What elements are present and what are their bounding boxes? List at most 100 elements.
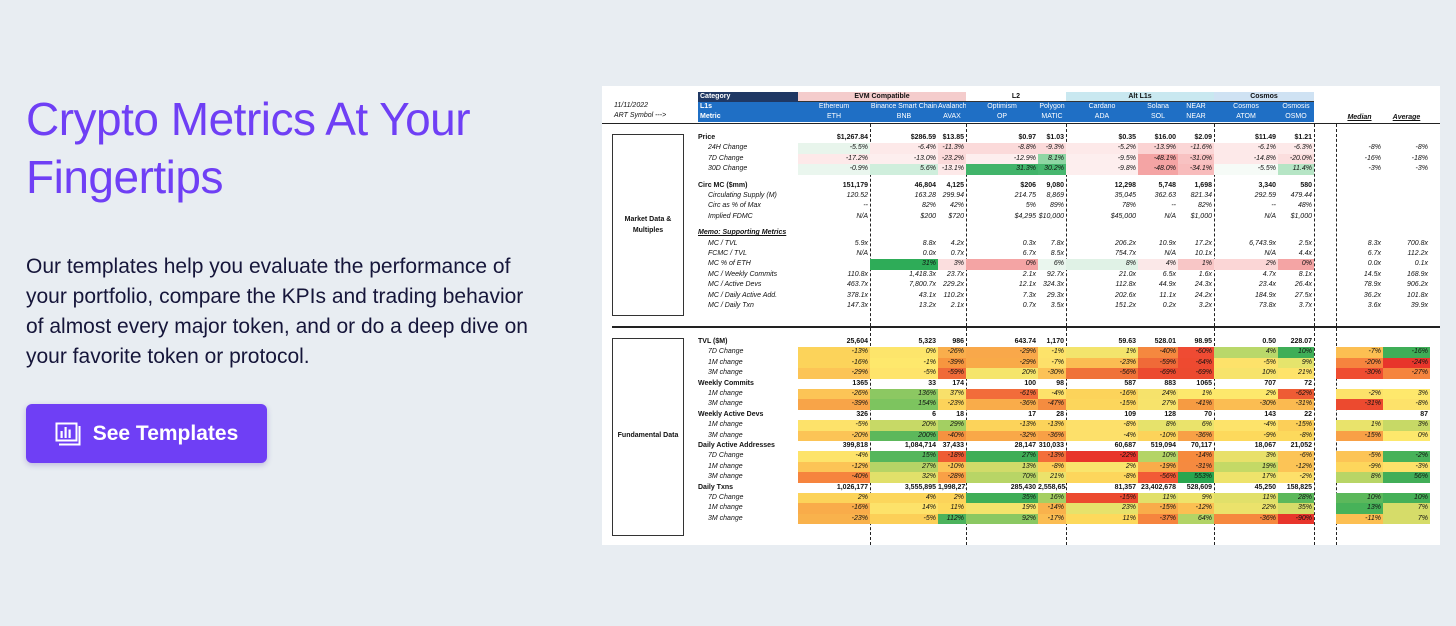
- data-cell: 10%: [1214, 368, 1278, 379]
- data-cell: 120.52: [846, 192, 868, 199]
- row-label: 7D Change: [708, 452, 744, 460]
- token-name: Cardano: [1066, 102, 1138, 112]
- data-cell: 3%: [1214, 451, 1278, 462]
- data-cell: -16%: [798, 357, 870, 369]
- row-label: 1M change: [708, 421, 743, 429]
- data-cell: -61%: [966, 389, 1038, 400]
- data-cell: $11.49: [1254, 134, 1276, 141]
- average-header: Average: [1392, 114, 1421, 121]
- data-cell: 98: [1056, 379, 1064, 387]
- data-cell: 8.1x: [1298, 270, 1312, 278]
- data-cell: 206.2x: [1114, 239, 1136, 247]
- data-cell: 44.9x: [1158, 281, 1176, 289]
- average-cell: -3%: [1383, 461, 1430, 473]
- row-label: 3M change: [708, 514, 743, 522]
- data-cell: -6.3%: [1278, 143, 1314, 154]
- chart-icon: [55, 422, 81, 445]
- data-cell: 23,402,678: [1140, 483, 1176, 491]
- group-header: Cosmos: [1214, 92, 1314, 102]
- average-cell: -18%: [1411, 154, 1428, 162]
- data-cell: 399,818: [842, 442, 868, 449]
- data-cell: 1%: [1066, 347, 1138, 358]
- token-name: Binance Smart Chain: [870, 102, 938, 112]
- row-label: Implied FDMC: [708, 212, 753, 220]
- data-cell: 5,748: [1158, 181, 1176, 189]
- data-cell: -28%: [938, 472, 966, 483]
- data-cell: $4,295: [1014, 212, 1036, 220]
- data-cell: $1.03: [1046, 134, 1064, 141]
- data-cell: 5%: [1025, 202, 1036, 210]
- data-cell: 109: [1124, 410, 1136, 418]
- data-cell: 0.7x: [1022, 302, 1036, 309]
- data-cell: -48.0%: [1138, 164, 1178, 175]
- data-cell: -12.9%: [966, 153, 1038, 165]
- data-cell: $16.00: [1154, 134, 1176, 141]
- group-header: Alt L1s: [1066, 92, 1214, 102]
- data-cell: 19%: [966, 503, 1038, 514]
- average-cell: -27%: [1383, 368, 1430, 379]
- data-cell: 9%: [1278, 357, 1314, 369]
- data-cell: 821.34: [1190, 192, 1212, 199]
- data-cell: 4.4x: [1298, 250, 1312, 257]
- data-cell: -62%: [1278, 389, 1314, 400]
- data-cell: 151.2x: [1114, 302, 1136, 309]
- median-cell: 13%: [1336, 503, 1383, 514]
- data-cell: 2.1x: [1022, 270, 1036, 278]
- median-cell: 10%: [1336, 493, 1383, 504]
- data-cell: -8%: [1278, 430, 1314, 441]
- data-cell: 11%: [938, 503, 966, 514]
- data-cell: 31.3%: [966, 164, 1038, 175]
- data-cell: 285,430: [1010, 483, 1036, 491]
- row-label: Daily Active Addresses: [698, 442, 775, 449]
- token-symbol: NEAR: [1178, 112, 1214, 122]
- data-cell: -15%: [1066, 493, 1138, 504]
- data-cell: 35%: [966, 493, 1038, 504]
- data-cell: 8.1%: [1038, 153, 1066, 165]
- data-cell: -12%: [1278, 461, 1314, 473]
- data-cell: $2.09: [1194, 134, 1212, 141]
- median-cell: -5%: [1336, 451, 1383, 462]
- see-templates-button[interactable]: See Templates: [26, 404, 267, 463]
- row-label: Weekly Commits: [698, 379, 754, 387]
- data-cell: 1,170: [1046, 338, 1064, 345]
- data-cell: -6.1%: [1214, 143, 1278, 154]
- data-cell: -90%: [1278, 513, 1314, 525]
- average-cell: -24%: [1383, 357, 1430, 369]
- data-cell: [798, 259, 870, 269]
- token-symbol: BNB: [870, 112, 938, 122]
- data-cell: 174: [952, 379, 964, 387]
- average-cell: -2%: [1383, 451, 1430, 462]
- data-cell: 4,125: [946, 181, 964, 189]
- data-cell: 1,026,177: [836, 483, 868, 491]
- data-cell: 112%: [938, 513, 966, 525]
- data-cell: 3,555,895: [904, 483, 936, 491]
- data-cell: 31%: [870, 259, 938, 270]
- data-cell: 883: [1164, 379, 1176, 387]
- data-cell: 27.5x: [1294, 291, 1312, 299]
- data-cell: 60,687: [1114, 442, 1136, 449]
- cta-label: See Templates: [92, 421, 239, 445]
- section-divider: [612, 326, 1440, 328]
- data-cell: 136%: [870, 389, 938, 400]
- row-label: MC / Active Devs: [708, 281, 762, 289]
- data-cell: -30%: [1214, 399, 1278, 410]
- header-rule: [602, 123, 1440, 124]
- header-label: Category: [698, 92, 798, 102]
- data-cell: 10.9x: [1158, 239, 1176, 247]
- average-cell: 10%: [1383, 493, 1430, 504]
- average-cell: 87: [1420, 410, 1428, 418]
- average-cell: 906.2x: [1406, 281, 1428, 289]
- data-cell: -39%: [798, 399, 870, 410]
- data-cell: 17%: [1214, 472, 1278, 483]
- data-cell: 986: [952, 338, 964, 345]
- data-cell: 707: [1264, 379, 1276, 387]
- token-name: Osmosis: [1278, 102, 1314, 112]
- data-cell: 147.3x: [846, 302, 868, 309]
- data-cell: 98.95: [1194, 338, 1212, 345]
- data-cell: $10,000: [1038, 212, 1064, 220]
- column-separator: [966, 124, 967, 545]
- data-cell: -16%: [1066, 389, 1138, 400]
- data-cell: 17.2x: [1194, 239, 1212, 247]
- data-cell: -8%: [1066, 420, 1138, 431]
- data-cell: -40%: [938, 430, 966, 441]
